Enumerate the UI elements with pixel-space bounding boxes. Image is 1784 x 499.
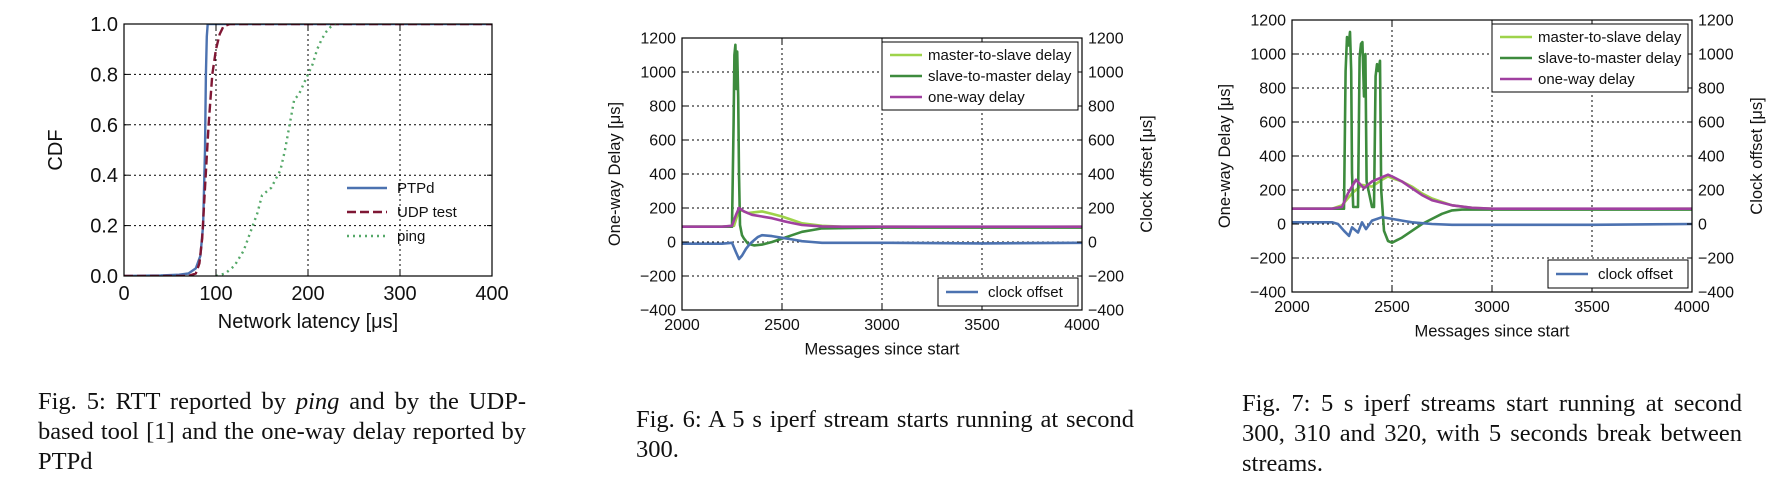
x-tick-label: 0 [118,283,129,305]
y-tick-label: 400 [1259,149,1286,166]
y-tick-label-right: 600 [1088,133,1115,150]
caption-fig5: Fig. 5: RTT reported by ping and by the … [38,387,526,477]
caption-fig7: Fig. 7: 5 s iperf streams start running … [1242,389,1742,479]
y-tick-label: 1.0 [90,14,118,36]
series-line-clock-offset [682,233,1082,261]
y-tick-label: 200 [649,201,676,218]
x-axis-label: Messages since start [1415,323,1570,341]
legend-entry: UDP test [397,204,458,221]
y-tick-label: 800 [1259,81,1286,98]
y-tick-label: 0.8 [90,64,118,86]
legend-entry: clock offset [1598,266,1674,283]
y-tick-label-right: 0 [1088,235,1097,252]
series-line-udp-test [124,24,492,276]
series-line-one-way-delay [682,206,1082,228]
legend-entry: ping [397,228,425,245]
y-tick-label: 0.4 [90,165,118,187]
y-tick-label-right: −200 [1088,269,1124,286]
y-tick-label: 0.0 [90,266,118,288]
y-axis-label-right: Clock offset [μs] [1138,115,1156,232]
y-tick-label: 600 [649,133,676,150]
y-tick-label: 200 [1259,183,1286,200]
y-tick-label-right: 800 [1088,99,1115,116]
x-tick-label: 100 [199,283,232,305]
y-tick-label-right: 1000 [1088,65,1124,82]
y-tick-label: 400 [649,167,676,184]
x-tick-label: 4000 [1674,299,1710,316]
y-tick-label-right: −400 [1088,303,1124,320]
y-tick-label: −200 [1250,251,1286,268]
y-axis-label-right: Clock offset [μs] [1748,97,1766,214]
y-axis-label: CDF [45,129,67,170]
legend-entry: one-way delay [1538,71,1635,88]
chart-7: 2000 2500 3000 3500 4000−400 −400−200 −2000 020… [1216,13,1766,341]
y-tick-label-right: 1000 [1698,47,1734,64]
y-tick-label: 1200 [1250,13,1286,30]
y-tick-label: 0 [1277,217,1286,234]
y-tick-label-right: 400 [1698,149,1725,166]
y-tick-label: −400 [640,303,676,320]
series-line-slave-to-master-delay [682,43,1082,247]
y-tick-label: 0.2 [90,216,118,238]
y-tick-label-right: 200 [1088,201,1115,218]
legend-entry: PTPd [397,180,435,197]
series-line-slave-to-master-delay [1292,30,1692,244]
series-line-ping [215,24,337,276]
x-tick-label: 300 [383,283,416,305]
legend-entry: clock offset [988,284,1064,301]
y-tick-label: 0.6 [90,115,118,137]
x-tick-label: 4000 [1064,317,1100,334]
y-tick-label-right: 1200 [1698,13,1734,30]
caption-fig5-prefix: Fig. 5: RTT reported by [38,388,296,415]
y-tick-label: −400 [1250,285,1286,302]
y-tick-label-right: 0 [1698,217,1707,234]
y-axis-label: One-way Delay [μs] [606,102,624,246]
x-axis-label: Network latency [μs] [218,311,398,333]
series-line-clock-offset [1292,215,1692,238]
y-tick-label-right: 400 [1088,167,1115,184]
x-tick-label: 3000 [864,317,900,334]
caption-fig5-italic: ping [295,388,340,415]
x-axis-label: Messages since start [805,341,960,359]
y-tick-label-right: 600 [1698,115,1725,132]
legend-entry: master-to-slave delay [1538,29,1682,46]
x-tick-label: 2500 [764,317,800,334]
series-line-one-way-delay [1292,173,1692,210]
y-tick-label-right: −400 [1698,285,1734,302]
y-axis-label: One-way Delay [μs] [1216,84,1234,228]
x-tick-label: 2000 [664,317,700,334]
y-tick-label: 1000 [640,65,676,82]
chart-6: 2000 2500 3000 3500 4000−400 −400−200 −2000 020… [606,31,1156,359]
legend-entry: slave-to-master delay [928,68,1072,85]
y-tick-label: 600 [1259,115,1286,132]
y-tick-label: −200 [640,269,676,286]
y-tick-label: 1200 [640,31,676,48]
caption-fig6-text: Fig. 6: A 5 s iperf stream starts runnin… [636,406,1134,463]
caption-fig6: Fig. 6: A 5 s iperf stream starts runnin… [636,405,1134,465]
y-tick-label-right: 1200 [1088,31,1124,48]
x-tick-label: 2500 [1374,299,1410,316]
x-tick-label: 400 [475,283,508,305]
y-tick-label-right: 200 [1698,183,1725,200]
y-tick-label: 0 [667,235,676,252]
y-tick-label-right: −200 [1698,251,1734,268]
x-tick-label: 3500 [964,317,1000,334]
legend-entry: one-way delay [928,89,1025,106]
y-tick-label-right: 800 [1698,81,1725,98]
y-tick-label: 1000 [1250,47,1286,64]
x-tick-label: 200 [291,283,324,305]
caption-fig5-suffix: and by the UDP-based tool [1] and the on… [38,388,526,475]
y-tick-label: 800 [649,99,676,116]
chart-5: 0 100 200 300 400 0.0 0.2 0.4 0.6 0.8 1.0 Network l… [45,14,509,333]
x-tick-label: 2000 [1274,299,1310,316]
legend-entry: master-to-slave delay [928,47,1072,64]
legend-entry: slave-to-master delay [1538,50,1682,67]
x-tick-label: 3500 [1574,299,1610,316]
caption-fig7-text: Fig. 7: 5 s iperf streams start running … [1242,390,1742,477]
x-tick-label: 3000 [1474,299,1510,316]
